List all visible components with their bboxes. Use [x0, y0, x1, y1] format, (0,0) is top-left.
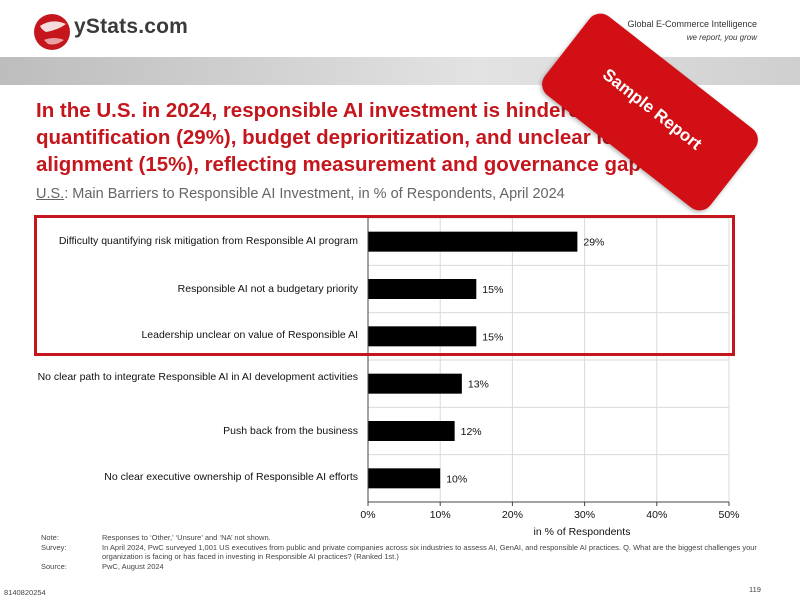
x-tick-label: 50% — [718, 509, 739, 521]
bar-value-label: 15% — [482, 331, 503, 343]
tagline-title: Global E-Commerce Intelligence — [627, 19, 757, 29]
chart-subtitle: U.S.: Main Barriers to Responsible AI In… — [36, 186, 565, 202]
footnote-key: Note: — [41, 533, 59, 542]
bar-value-label: 15% — [482, 284, 503, 296]
bar-value-label: 10% — [446, 473, 467, 485]
bar-value-label: 12% — [461, 426, 482, 438]
page-number: 119 — [749, 585, 761, 594]
footnote-text: PwC, August 2024 — [102, 561, 164, 571]
footnote-text: In April 2024, PwC surveyed 1,001 US exe… — [102, 542, 757, 562]
category-label: No clear executive ownership of Responsi… — [104, 471, 358, 483]
bar — [368, 468, 441, 489]
bar — [368, 373, 462, 394]
ystats-logo — [32, 8, 202, 58]
category-label: Difficulty quantifying risk mitigation f… — [58, 235, 358, 247]
x-tick-label: 30% — [574, 509, 595, 521]
category-label: No clear path to integrate Responsible A… — [37, 371, 358, 383]
footnote-survey: Survey: In April 2024, PwC surveyed 1,00… — [41, 543, 762, 562]
bar-value-label: 29% — [583, 237, 604, 249]
bar-value-label: 13% — [468, 379, 489, 391]
document-id: 8140820254 — [4, 588, 46, 597]
category-label: Responsible AI not a budgetary priority — [177, 283, 358, 295]
footnote-text: Responses to ‘Other,’ ‘Unsure’ and ‘NA’ … — [102, 533, 271, 542]
x-axis-title: in % of Respondents — [534, 526, 631, 538]
subtitle-text: : Main Barriers to Responsible AI Invest… — [64, 186, 565, 202]
bar — [368, 326, 477, 347]
bar — [368, 279, 477, 299]
footnotes: Note: Responses to ‘Other,’ ‘Unsure’ and… — [41, 533, 762, 571]
subtitle-region: U.S. — [36, 186, 65, 202]
tagline-slogan: we report, you grow — [686, 33, 757, 42]
x-tick-label: 20% — [502, 509, 523, 521]
page-headline: In the U.S. in 2024, responsible AI inve… — [36, 99, 699, 176]
x-tick-label: 10% — [430, 509, 451, 521]
category-label: Push back from the business — [223, 425, 358, 437]
footnote-source: Source: PwC, August 2024 — [41, 562, 762, 572]
footnote-note: Note: Responses to ‘Other,’ ‘Unsure’ and… — [41, 533, 762, 543]
logo-text: yStats.com — [74, 15, 189, 38]
bar — [368, 231, 578, 252]
bar — [368, 421, 455, 441]
x-tick-label: 0% — [360, 509, 375, 521]
logo-globe-icon — [34, 14, 70, 50]
footnote-key: Source: — [41, 561, 67, 571]
category-label: Leadership unclear on value of Responsib… — [141, 329, 358, 341]
footnote-key: Survey: — [41, 542, 67, 552]
x-tick-label: 40% — [646, 509, 667, 521]
highlight-box — [34, 215, 735, 356]
